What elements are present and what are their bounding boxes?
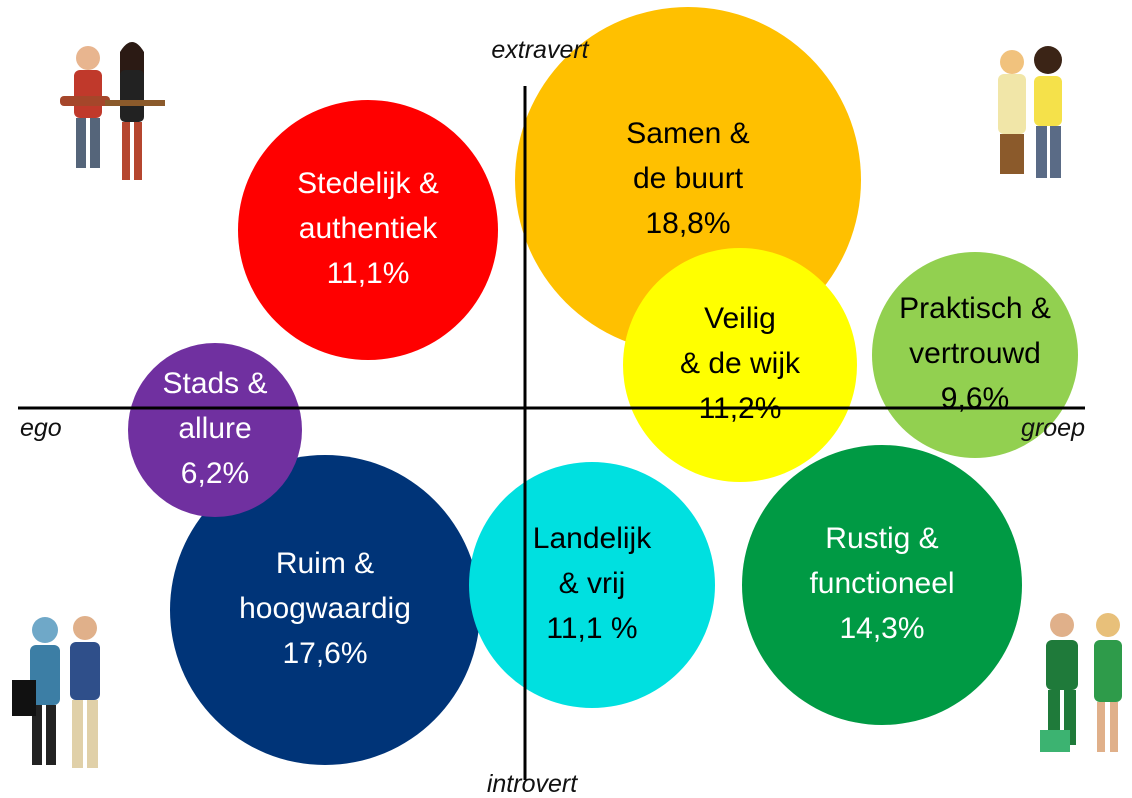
page: {"axes": {"top": "extravert", "bottom": … [0, 0, 1132, 798]
segment-name: authentiek [299, 212, 438, 245]
segment-share: 14,3% [839, 612, 924, 645]
segment-name: Praktisch & [899, 292, 1051, 325]
segment-share: 11,1 % [546, 612, 637, 645]
people-top-left [60, 42, 165, 180]
diagram: Samen & de buurt 18,8% Stedelijk & authentie… [0, 0, 1132, 798]
people-bottom-right [1040, 613, 1122, 752]
segment-name: & vrij [559, 567, 626, 600]
people-bottom-left [12, 616, 100, 768]
segment-name: Veilig [704, 302, 776, 335]
axis-bottom-label: introvert [487, 770, 578, 798]
segment-share: 11,1% [327, 257, 410, 290]
axis-left-label: ego [20, 414, 62, 442]
segment-name: hoogwaardig [239, 592, 411, 625]
segment-share: 6,2% [181, 457, 249, 490]
segment-name: functioneel [809, 567, 954, 600]
segment-name: Rustig & [825, 522, 938, 555]
segment-name: allure [178, 412, 251, 445]
segment-name: de buurt [633, 162, 744, 195]
segment-name: vertrouwd [909, 337, 1041, 370]
people-top-right [998, 46, 1062, 178]
segment-name: Samen & [626, 117, 749, 150]
axis-right-label: groep [1021, 414, 1085, 442]
segment-share: 11,2% [699, 392, 782, 425]
segment-name: Stedelijk & [297, 167, 439, 200]
segment-share: 9,6% [941, 382, 1009, 415]
segment-name: Stads & [162, 367, 267, 400]
segment-name: & de wijk [680, 347, 801, 380]
segment-name: Landelijk [533, 522, 652, 555]
segment-share: 18,8% [645, 207, 730, 240]
bubbles [128, 7, 1078, 765]
segment-name: Ruim & [276, 547, 374, 580]
axis-top-label: extravert [491, 36, 589, 64]
segment-share: 17,6% [282, 637, 367, 670]
